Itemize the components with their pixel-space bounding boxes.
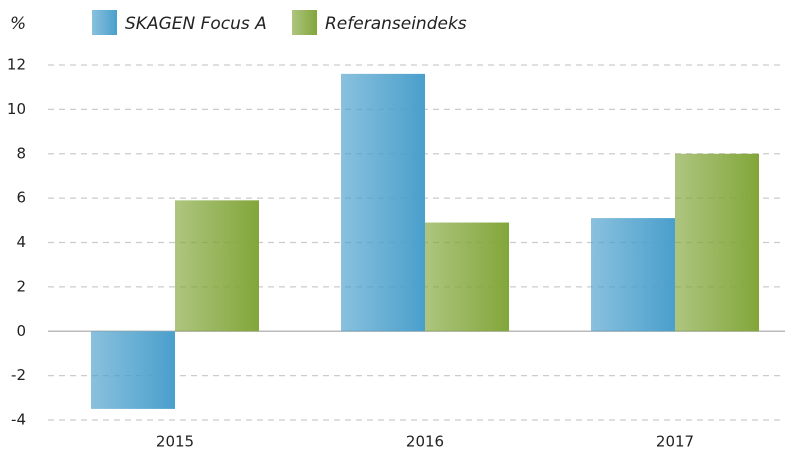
legend-swatch [92,10,117,35]
legend-swatch [292,10,317,35]
y-tick-label: -4 [11,411,26,429]
y-axis-label: % [10,14,26,34]
bar [341,73,425,332]
y-tick-label: 2 [16,277,26,295]
bar [425,222,509,332]
y-tick-label: 6 [16,189,26,207]
y-tick-label: -2 [11,366,26,384]
bar [91,331,175,409]
y-tick-label: 4 [16,233,26,251]
y-tick-label: 10 [7,100,26,118]
y-tick-label: 0 [16,322,26,340]
x-tick-label: 2015 [156,433,194,451]
legend-label: Referanseindeks [325,14,467,34]
bar [675,153,759,332]
bar [591,218,675,332]
legend-label: SKAGEN Focus A [125,14,267,34]
bar [175,200,259,332]
x-tick-label: 2017 [656,433,694,451]
x-tick-label: 2016 [406,433,444,451]
y-tick-label: 12 [7,56,26,74]
y-tick-label: 8 [16,144,26,162]
